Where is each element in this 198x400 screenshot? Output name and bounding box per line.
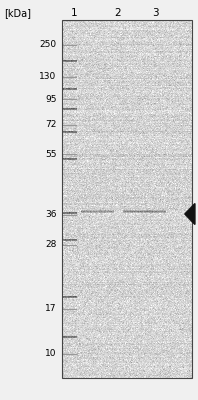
Text: 55: 55 bbox=[45, 150, 56, 159]
Text: 130: 130 bbox=[39, 72, 56, 81]
Polygon shape bbox=[185, 204, 195, 224]
Text: 1: 1 bbox=[71, 8, 78, 18]
Text: 250: 250 bbox=[39, 40, 56, 49]
Text: 2: 2 bbox=[114, 8, 121, 18]
Text: 28: 28 bbox=[45, 240, 56, 249]
Bar bbox=[62, 20, 192, 378]
Text: 36: 36 bbox=[45, 210, 56, 219]
Text: 17: 17 bbox=[45, 304, 56, 313]
Text: [kDa]: [kDa] bbox=[4, 8, 31, 18]
Text: 3: 3 bbox=[152, 8, 159, 18]
Text: 95: 95 bbox=[45, 95, 56, 104]
Text: 10: 10 bbox=[45, 350, 56, 358]
Text: 72: 72 bbox=[45, 120, 56, 129]
